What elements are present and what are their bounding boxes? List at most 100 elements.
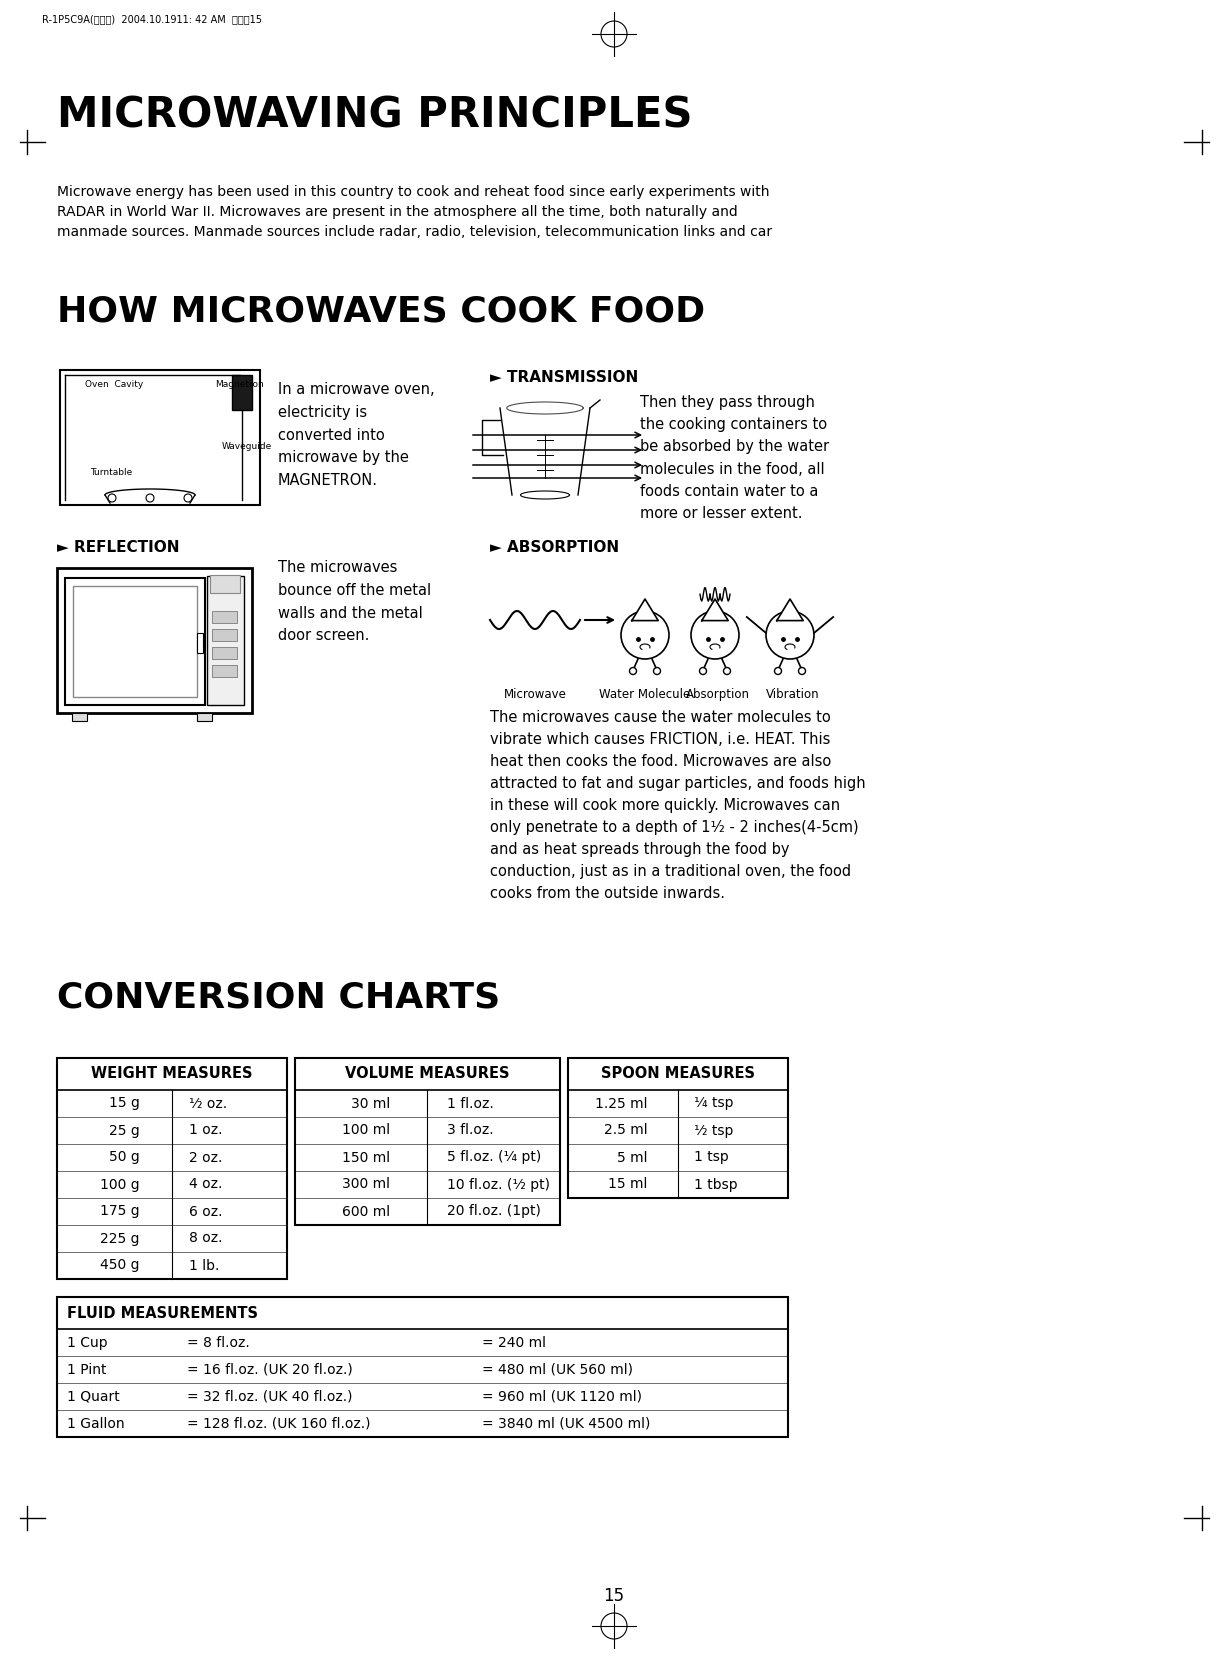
Text: 100 g: 100 g bbox=[101, 1177, 140, 1192]
Bar bbox=[295, 1057, 560, 1225]
Text: 5 ml: 5 ml bbox=[617, 1150, 648, 1165]
Circle shape bbox=[766, 611, 814, 659]
Text: 1 fl.oz.: 1 fl.oz. bbox=[447, 1097, 494, 1111]
Bar bbox=[210, 574, 240, 593]
Bar bbox=[197, 634, 203, 654]
Text: 450 g: 450 g bbox=[101, 1258, 140, 1273]
Text: Vibration: Vibration bbox=[766, 687, 820, 701]
Text: 1 Pint: 1 Pint bbox=[68, 1363, 107, 1376]
Bar bbox=[206, 576, 245, 706]
Text: 1 lb.: 1 lb. bbox=[189, 1258, 220, 1273]
Bar bbox=[60, 370, 261, 505]
Text: Water Molecule: Water Molecule bbox=[600, 687, 691, 701]
Text: = 16 fl.oz. (UK 20 fl.oz.): = 16 fl.oz. (UK 20 fl.oz.) bbox=[187, 1363, 353, 1376]
Bar bbox=[57, 568, 252, 714]
Bar bbox=[211, 629, 237, 641]
Polygon shape bbox=[777, 599, 804, 621]
Text: 1 tbsp: 1 tbsp bbox=[694, 1177, 739, 1192]
Text: Oven  Cavity: Oven Cavity bbox=[85, 380, 144, 388]
Bar bbox=[568, 1057, 788, 1199]
Text: = 32 fl.oz. (UK 40 fl.oz.): = 32 fl.oz. (UK 40 fl.oz.) bbox=[187, 1389, 353, 1403]
Text: 1 tsp: 1 tsp bbox=[694, 1150, 729, 1165]
Text: In a microwave oven,
electricity is
converted into
microwave by the
MAGNETRON.: In a microwave oven, electricity is conv… bbox=[278, 382, 435, 488]
Text: 1 Gallon: 1 Gallon bbox=[68, 1416, 124, 1431]
Circle shape bbox=[799, 667, 805, 674]
Text: 1.25 ml: 1.25 ml bbox=[595, 1097, 648, 1111]
Text: = 3840 ml (UK 4500 ml): = 3840 ml (UK 4500 ml) bbox=[482, 1416, 650, 1431]
Text: ► ABSORPTION: ► ABSORPTION bbox=[490, 540, 619, 554]
Circle shape bbox=[724, 667, 730, 674]
Text: 3 fl.oz.: 3 fl.oz. bbox=[447, 1124, 494, 1137]
Text: 30 ml: 30 ml bbox=[350, 1097, 390, 1111]
Text: 2.5 ml: 2.5 ml bbox=[603, 1124, 648, 1137]
Bar bbox=[211, 666, 237, 677]
Text: 175 g: 175 g bbox=[101, 1205, 140, 1218]
Text: The microwaves
bounce off the metal
walls and the metal
door screen.: The microwaves bounce off the metal wall… bbox=[278, 559, 431, 644]
Text: Microwave energy has been used in this country to cook and reheat food since ear: Microwave energy has been used in this c… bbox=[57, 184, 772, 239]
Text: 100 ml: 100 ml bbox=[342, 1124, 390, 1137]
Text: R-1P5C9A(영기분)  2004.10.1911: 42 AM  페이지15: R-1P5C9A(영기분) 2004.10.1911: 42 AM 페이지15 bbox=[42, 13, 262, 23]
Text: 25 g: 25 g bbox=[109, 1124, 140, 1137]
Circle shape bbox=[146, 495, 154, 501]
Text: Turntable: Turntable bbox=[90, 468, 133, 476]
Bar bbox=[211, 611, 237, 622]
Text: ► REFLECTION: ► REFLECTION bbox=[57, 540, 179, 554]
Text: ¹⁄₂ oz.: ¹⁄₂ oz. bbox=[189, 1097, 227, 1111]
Text: 15 ml: 15 ml bbox=[608, 1177, 648, 1192]
Text: = 960 ml (UK 1120 ml): = 960 ml (UK 1120 ml) bbox=[482, 1389, 642, 1403]
Text: 5 fl.oz. (¹⁄₄ pt): 5 fl.oz. (¹⁄₄ pt) bbox=[447, 1150, 541, 1165]
Bar bbox=[57, 1296, 788, 1438]
Circle shape bbox=[691, 611, 739, 659]
Text: Then they pass through
the cooking containers to
be absorbed by the water
molecu: Then they pass through the cooking conta… bbox=[640, 395, 830, 521]
Circle shape bbox=[108, 495, 116, 501]
Bar bbox=[73, 586, 197, 697]
Text: Magnetron: Magnetron bbox=[215, 380, 264, 388]
Bar bbox=[65, 578, 205, 706]
Circle shape bbox=[629, 667, 637, 674]
Text: MICROWAVING PRINCIPLES: MICROWAVING PRINCIPLES bbox=[57, 95, 692, 138]
Text: The microwaves cause the water molecules to
vibrate which causes FRICTION, i.e. : The microwaves cause the water molecules… bbox=[490, 710, 865, 901]
Text: SPOON MEASURES: SPOON MEASURES bbox=[601, 1066, 755, 1082]
Text: 1 oz.: 1 oz. bbox=[189, 1124, 222, 1137]
Text: 150 ml: 150 ml bbox=[342, 1150, 390, 1165]
Text: WEIGHT MEASURES: WEIGHT MEASURES bbox=[91, 1066, 253, 1082]
Circle shape bbox=[699, 667, 707, 674]
Circle shape bbox=[621, 611, 669, 659]
Text: = 128 fl.oz. (UK 160 fl.oz.): = 128 fl.oz. (UK 160 fl.oz.) bbox=[187, 1416, 370, 1431]
Text: Absorption: Absorption bbox=[686, 687, 750, 701]
Bar bbox=[73, 714, 87, 720]
Text: Microwave: Microwave bbox=[504, 687, 567, 701]
Text: CONVERSION CHARTS: CONVERSION CHARTS bbox=[57, 979, 500, 1014]
Text: VOLUME MEASURES: VOLUME MEASURES bbox=[345, 1066, 510, 1082]
Text: 1 Cup: 1 Cup bbox=[68, 1336, 108, 1350]
Circle shape bbox=[184, 495, 192, 501]
Text: 8 oz.: 8 oz. bbox=[189, 1232, 222, 1245]
Text: 20 fl.oz. (1pt): 20 fl.oz. (1pt) bbox=[447, 1205, 541, 1218]
Text: ► TRANSMISSION: ► TRANSMISSION bbox=[490, 370, 638, 385]
Text: Waveguide: Waveguide bbox=[222, 442, 273, 452]
Text: ¹⁄₂ tsp: ¹⁄₂ tsp bbox=[694, 1124, 734, 1137]
Text: ¹⁄₄ tsp: ¹⁄₄ tsp bbox=[694, 1097, 734, 1111]
Bar bbox=[232, 375, 252, 410]
Text: 600 ml: 600 ml bbox=[342, 1205, 390, 1218]
Bar bbox=[197, 714, 211, 720]
Bar bbox=[211, 647, 237, 659]
Circle shape bbox=[774, 667, 782, 674]
Text: HOW MICROWAVES COOK FOOD: HOW MICROWAVES COOK FOOD bbox=[57, 295, 705, 329]
Text: FLUID MEASUREMENTS: FLUID MEASUREMENTS bbox=[68, 1305, 258, 1320]
Text: 2 oz.: 2 oz. bbox=[189, 1150, 222, 1165]
Text: = 480 ml (UK 560 ml): = 480 ml (UK 560 ml) bbox=[482, 1363, 633, 1376]
Polygon shape bbox=[632, 599, 659, 621]
Text: 225 g: 225 g bbox=[101, 1232, 140, 1245]
Polygon shape bbox=[702, 599, 729, 621]
Text: = 240 ml: = 240 ml bbox=[482, 1336, 546, 1350]
Text: 6 oz.: 6 oz. bbox=[189, 1205, 222, 1218]
Text: 15: 15 bbox=[603, 1587, 624, 1605]
Bar bbox=[57, 1057, 288, 1278]
Text: = 8 fl.oz.: = 8 fl.oz. bbox=[187, 1336, 249, 1350]
Text: 10 fl.oz. (¹⁄₂ pt): 10 fl.oz. (¹⁄₂ pt) bbox=[447, 1177, 549, 1192]
Text: 15 g: 15 g bbox=[109, 1097, 140, 1111]
Circle shape bbox=[654, 667, 660, 674]
Text: 300 ml: 300 ml bbox=[342, 1177, 390, 1192]
Text: 1 Quart: 1 Quart bbox=[68, 1389, 119, 1403]
